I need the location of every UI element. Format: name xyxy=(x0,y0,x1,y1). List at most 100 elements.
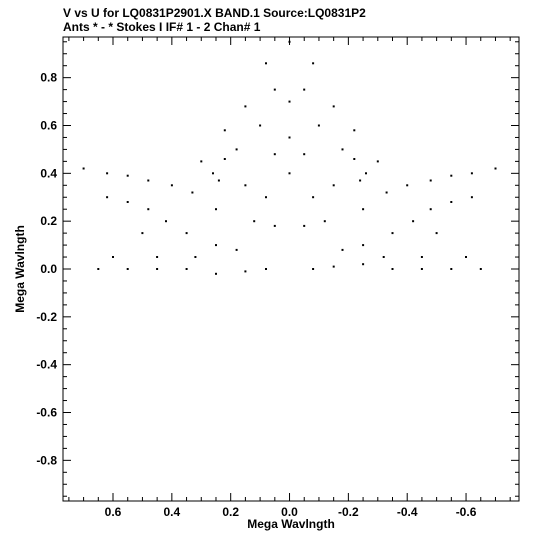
data-point xyxy=(200,160,203,163)
data-point xyxy=(185,268,188,270)
y-tick-label: -0.6 xyxy=(36,406,57,420)
data-point xyxy=(273,153,276,156)
data-point xyxy=(450,268,453,270)
data-point xyxy=(341,248,344,251)
chart-subtitle: Ants * - * Stokes I IF# 1 - 2 Chan# 1 xyxy=(63,20,261,34)
data-point xyxy=(194,256,197,258)
data-point xyxy=(332,105,335,108)
data-point xyxy=(265,268,267,270)
data-point xyxy=(450,201,453,203)
data-point xyxy=(82,167,85,170)
data-point xyxy=(341,148,344,151)
data-point xyxy=(303,153,306,156)
x-tick-label: 0.4 xyxy=(164,505,181,519)
data-point xyxy=(312,62,315,65)
data-point xyxy=(273,88,276,91)
data-point xyxy=(244,270,247,273)
data-point xyxy=(106,196,109,199)
y-tick-label: 0.4 xyxy=(40,166,57,180)
data-point xyxy=(126,201,129,203)
data-point xyxy=(429,179,432,182)
data-point xyxy=(288,40,291,43)
x-tick-label: 0.2 xyxy=(222,505,239,519)
data-point xyxy=(147,179,150,182)
data-point xyxy=(332,184,335,187)
data-point xyxy=(141,232,144,235)
data-point xyxy=(391,268,394,270)
data-point xyxy=(215,208,217,211)
data-point xyxy=(112,256,114,258)
data-point xyxy=(412,220,415,223)
data-point xyxy=(165,220,167,223)
data-point xyxy=(353,158,356,160)
data-point xyxy=(265,196,267,199)
x-axis-label: Mega Wavlngth xyxy=(247,517,335,531)
data-point xyxy=(376,160,379,163)
data-point xyxy=(362,208,365,211)
data-point xyxy=(156,268,159,270)
data-point xyxy=(303,224,306,227)
data-point xyxy=(450,174,453,177)
data-point xyxy=(353,129,356,132)
data-point xyxy=(420,268,423,270)
data-point xyxy=(126,174,129,177)
data-point xyxy=(235,248,238,251)
y-axis-label: Mega Wavlngth xyxy=(13,225,27,313)
data-point xyxy=(253,220,256,223)
data-point xyxy=(288,100,291,103)
data-point xyxy=(494,167,497,170)
data-point xyxy=(470,196,473,199)
data-point xyxy=(288,136,291,139)
data-point xyxy=(323,220,326,223)
x-tick-label: -0.4 xyxy=(397,505,418,519)
x-tick-label: 0.0 xyxy=(281,505,298,519)
chart-title: V vs U for LQ0831P2901.X BAND.1 Source:L… xyxy=(63,6,366,20)
data-point xyxy=(406,184,409,187)
data-point xyxy=(359,179,362,182)
data-point xyxy=(317,124,320,127)
data-point xyxy=(97,268,100,270)
data-point xyxy=(217,179,220,182)
data-point xyxy=(126,268,129,270)
data-point xyxy=(435,232,438,235)
data-point xyxy=(362,244,365,247)
y-tick-label: -0.8 xyxy=(36,453,57,467)
data-point xyxy=(382,256,385,258)
data-point xyxy=(465,256,467,258)
data-point xyxy=(273,224,276,227)
data-point xyxy=(215,244,217,247)
x-tick-label: 0.6 xyxy=(105,505,122,519)
data-point xyxy=(223,158,226,160)
data-point xyxy=(391,232,394,235)
data-point xyxy=(265,62,267,65)
data-point xyxy=(312,196,315,199)
x-tick-label: -0.6 xyxy=(456,505,477,519)
data-point xyxy=(147,208,150,211)
data-point xyxy=(244,184,247,187)
data-point xyxy=(223,129,226,132)
x-tick-label: -0.2 xyxy=(338,505,359,519)
data-point xyxy=(288,172,291,175)
data-point xyxy=(235,148,238,151)
data-point xyxy=(312,268,315,270)
y-tick-label: 0.2 xyxy=(40,214,57,228)
y-tick-label: 0.0 xyxy=(40,262,57,276)
data-point xyxy=(332,265,335,268)
data-point xyxy=(191,191,194,194)
data-point xyxy=(212,172,214,175)
tick-labels: 0.6 0.4 0.2 0.0 -0.2 -0.4 -0.6 0.8 0.6 0.4 0.2 0.0 -… xyxy=(36,71,476,519)
y-tick-label: 0.6 xyxy=(40,118,57,132)
data-point xyxy=(365,172,367,175)
data-point xyxy=(259,124,262,127)
y-tick-label: -0.2 xyxy=(36,310,57,324)
data-point xyxy=(470,172,473,175)
y-tick-label: -0.4 xyxy=(36,358,57,372)
data-point xyxy=(215,272,217,275)
data-points xyxy=(82,40,497,275)
data-point xyxy=(244,105,247,108)
data-point xyxy=(429,208,432,211)
data-point xyxy=(303,88,306,91)
